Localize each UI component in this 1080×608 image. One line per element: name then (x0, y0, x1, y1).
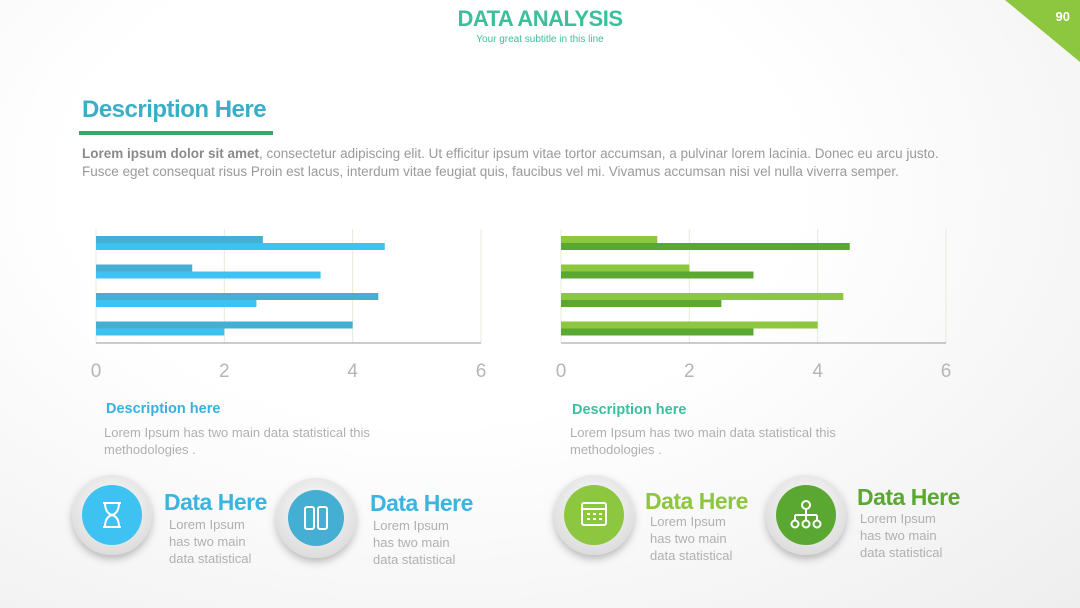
bar (96, 236, 263, 243)
page-number: 90 (1055, 9, 1070, 24)
bar (561, 236, 658, 243)
icon-1 (72, 475, 152, 555)
bar (96, 328, 225, 336)
x-tick-label: 6 (476, 361, 487, 382)
charts: 0 2 4 6 0 2 4 6 (91, 229, 952, 382)
item-text: Lorem Ipsum has two main data statistica… (860, 511, 943, 560)
item-text: Lorem Ipsum has two main data statistica… (650, 514, 733, 563)
icon-4 (766, 475, 846, 555)
x-tick-label: 6 (941, 361, 952, 382)
bar (561, 264, 690, 272)
bar (561, 300, 722, 307)
panel-heading: Description here (106, 401, 221, 417)
panel-text: Lorem Ipsum has two main data statistica… (104, 425, 370, 457)
bar (96, 271, 321, 279)
item-title: Data Here (645, 488, 748, 514)
title: DATA ANALYSIS (457, 6, 623, 31)
x-tick-label: 0 (91, 361, 102, 382)
x-tick-label: 2 (219, 361, 230, 382)
bar (96, 264, 193, 272)
bar (561, 293, 844, 300)
panel-text: Lorem Ipsum has two main data statistica… (570, 425, 836, 457)
bar (96, 300, 257, 307)
x-tick-label: 0 (556, 361, 567, 382)
intro-bold: Lorem ipsum dolor sit amet (82, 146, 260, 161)
item-title: Data Here (164, 489, 267, 515)
bar (96, 243, 385, 250)
subtitle: Your great subtitle in this line (476, 34, 604, 45)
section-heading: Description Here (82, 96, 267, 123)
bar (561, 321, 818, 329)
bar (561, 243, 850, 250)
x-tick-label: 2 (684, 361, 695, 382)
bar (96, 293, 379, 300)
bar (96, 321, 353, 329)
item-text: Lorem Ipsum has two main data statistica… (373, 518, 456, 567)
item-title: Data Here (857, 484, 960, 510)
corner-tab (1005, 0, 1080, 62)
bar (561, 328, 754, 336)
intro-paragraph: Lorem ipsum dolor sit amet, consectetur … (82, 145, 942, 181)
icon-3 (554, 475, 634, 555)
x-tick-label: 4 (347, 361, 358, 382)
panel-heading: Description here (572, 402, 687, 418)
intro-text: , consectetur adipiscing elit. Ut effici… (82, 146, 939, 179)
icon-2 (276, 478, 356, 558)
item-text: Lorem Ipsum has two main data statistica… (169, 517, 252, 566)
item-title: Data Here (370, 490, 473, 516)
x-tick-label: 4 (812, 361, 823, 382)
bar (561, 271, 754, 279)
